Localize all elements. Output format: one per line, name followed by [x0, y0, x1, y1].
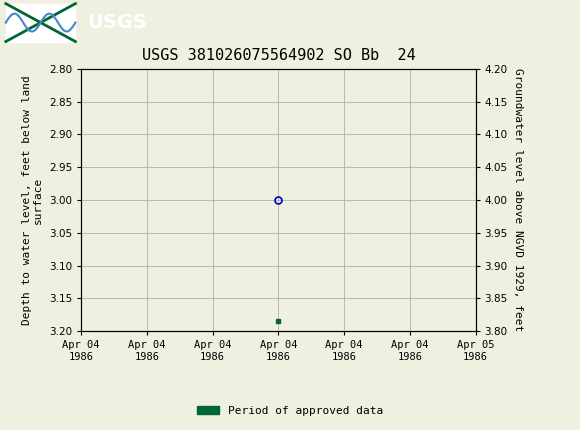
Legend: Period of approved data: Period of approved data [193, 401, 387, 420]
Title: USGS 381026075564902 SO Bb  24: USGS 381026075564902 SO Bb 24 [142, 49, 415, 64]
Bar [6, 3, 75, 42]
Y-axis label: Groundwater level above NGVD 1929, feet: Groundwater level above NGVD 1929, feet [513, 68, 523, 332]
Text: USGS: USGS [87, 13, 147, 32]
Y-axis label: Depth to water level, feet below land
surface: Depth to water level, feet below land su… [22, 75, 44, 325]
